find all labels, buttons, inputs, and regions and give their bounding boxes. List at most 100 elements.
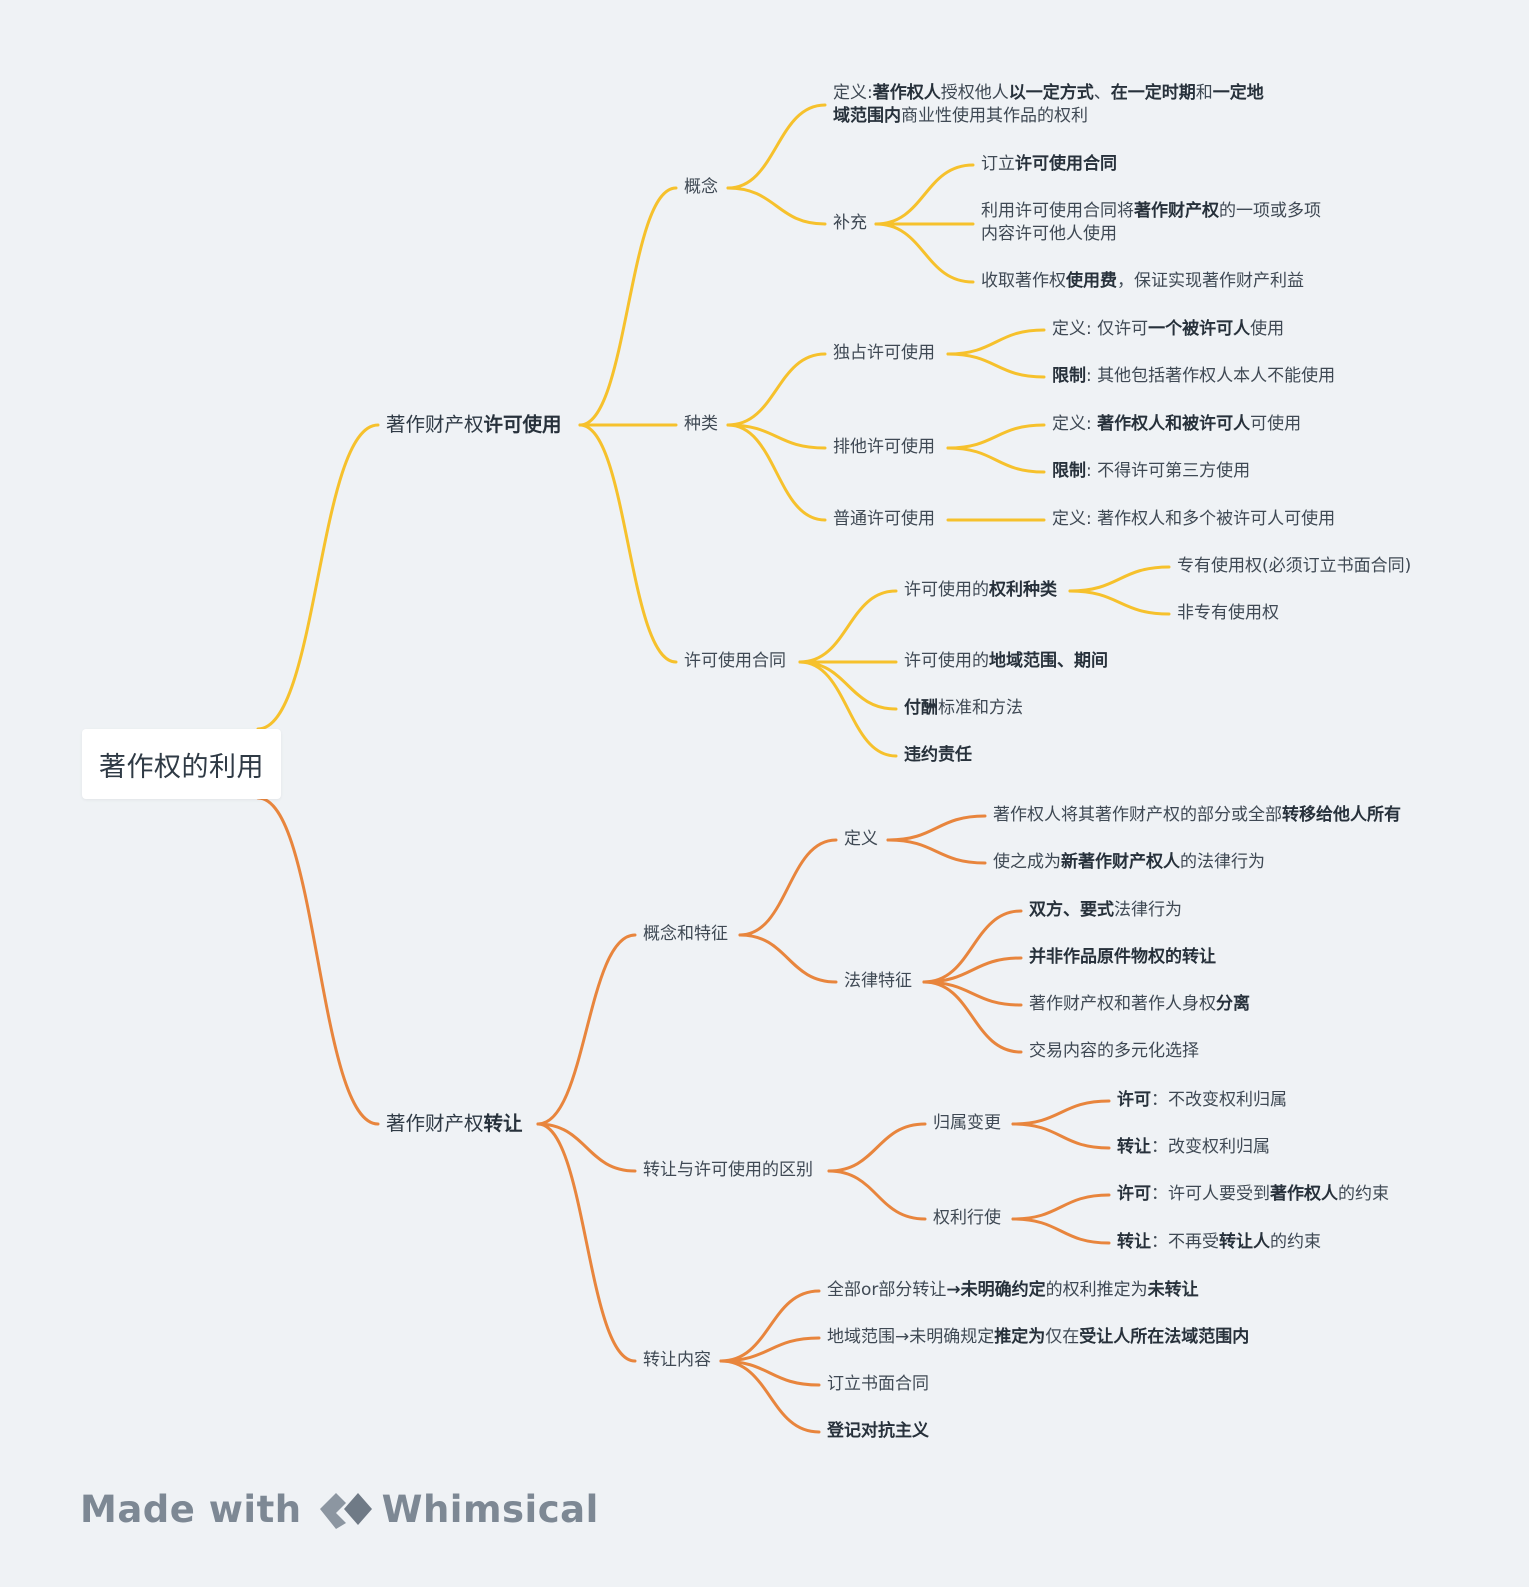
node-sole-license[interactable]: 排他许可使用 — [833, 436, 935, 459]
connector-line — [578, 186, 678, 427]
node-exclusive-limit[interactable]: 限制: 其他包括著作权人本人不能使用 — [1052, 365, 1335, 388]
text: 利用许可使用合同将 — [981, 201, 1134, 221]
text: ：不再受 — [1151, 1232, 1219, 1252]
made-with-whimsical-watermark[interactable]: Made with Whimsical — [80, 1486, 599, 1532]
text: 商业性使用其作品的权利 — [901, 106, 1088, 126]
node-types[interactable]: 种类 — [684, 413, 718, 436]
text: 法律行为 — [1114, 900, 1182, 920]
bold-text: →未明确约定 — [946, 1280, 1046, 1300]
bold-text: 并非作品原件物权的转让 — [1029, 947, 1216, 967]
text: 许可使用的 — [904, 580, 989, 600]
text: 的法律行为 — [1180, 852, 1265, 872]
text: 独占许可使用 — [833, 343, 935, 363]
text: 订立书面合同 — [827, 1374, 929, 1394]
text: 概念和特征 — [643, 924, 728, 944]
connector-line — [1068, 589, 1171, 616]
node-supplement-item[interactable]: 利用许可使用合同将著作财产权的一项或多项内容许可他人使用 — [981, 200, 1326, 246]
node-exclusive-license[interactable]: 独占许可使用 — [833, 342, 935, 365]
node-right-exercise[interactable]: 权利行使 — [933, 1207, 1001, 1230]
branch-transfer[interactable]: 著作财产权转让 — [386, 1112, 523, 1135]
text: ：不改变权利归属 — [1151, 1090, 1287, 1110]
text: 著作权人将其著作财产权的部分或全部 — [993, 805, 1282, 825]
root-node[interactable]: 著作权的利用 — [82, 729, 281, 799]
connector-line — [726, 103, 827, 190]
bold-text: 许可使用 — [483, 413, 562, 436]
node-legal-features[interactable]: 法律特征 — [844, 970, 912, 993]
node-content-item[interactable]: 地域范围→未明确规定推定为仅在受让人所在法域范围内 — [827, 1326, 1249, 1349]
connector-line — [946, 328, 1046, 356]
node-concept-features[interactable]: 概念和特征 — [643, 923, 728, 946]
connector-line — [578, 423, 678, 664]
node-liability[interactable]: 违约责任 — [904, 744, 972, 767]
text: 许可使用的 — [904, 651, 989, 671]
node-ownership-item[interactable]: 许可：不改变权利归属 — [1117, 1089, 1287, 1112]
node-feature-item[interactable]: 双方、要式法律行为 — [1029, 899, 1182, 922]
node-sole-definition[interactable]: 定义: 著作权人和被许可人可使用 — [1052, 413, 1301, 436]
node-right-kinds[interactable]: 许可使用的权利种类 — [904, 579, 1057, 602]
node-scope-period[interactable]: 许可使用的地域范围、期间 — [904, 650, 1108, 673]
node-feature-item[interactable]: 并非作品原件物权的转让 — [1029, 946, 1216, 969]
node-right-kind-item[interactable]: 非专有使用权 — [1177, 602, 1279, 625]
connector-line — [922, 909, 1023, 984]
node-concept[interactable]: 概念 — [684, 176, 718, 199]
text: 交易内容的多元化选择 — [1029, 1041, 1199, 1061]
node-content-item[interactable]: 订立书面合同 — [827, 1373, 929, 1396]
node-exclusive-definition[interactable]: 定义: 仅许可一个被许可人使用 — [1052, 318, 1284, 341]
text: 定义: 仅许可 — [1052, 319, 1149, 339]
text: 和 — [1195, 83, 1213, 103]
bold-text: 著作权人和被许可人 — [1097, 414, 1251, 434]
node-general-definition[interactable]: 定义: 著作权人和多个被许可人可使用 — [1052, 508, 1335, 531]
text: 、 — [1093, 83, 1111, 103]
node-definition-item[interactable]: 著作权人将其著作财产权的部分或全部转移给他人所有 — [993, 804, 1401, 827]
connector-line — [827, 1122, 927, 1173]
text: 种类 — [684, 414, 718, 434]
node-license-contract[interactable]: 许可使用合同 — [684, 650, 786, 673]
connector-line — [536, 1122, 637, 1363]
connector-line — [886, 814, 987, 842]
bold-text: 限制 — [1052, 366, 1086, 386]
node-right-kind-item[interactable]: 专有使用权(必须订立书面合同) — [1177, 555, 1411, 578]
node-supplement-item[interactable]: 订立许可使用合同 — [981, 153, 1117, 176]
bold-text: 违约责任 — [904, 745, 972, 765]
node-feature-item[interactable]: 著作财产权和著作人身权分离 — [1029, 993, 1250, 1016]
connector-line — [798, 589, 898, 664]
connector-line — [719, 1359, 821, 1434]
text: : 其他包括著作权人本人不能使用 — [1086, 366, 1336, 386]
text: 权利行使 — [933, 1208, 1001, 1228]
text: 收取著作权 — [981, 271, 1066, 291]
connector-line — [827, 1169, 927, 1221]
node-transfer-content[interactable]: 转让内容 — [643, 1349, 711, 1372]
connector-line — [886, 838, 987, 865]
node-definition-item[interactable]: 使之成为新著作财产权人的法律行为 — [993, 851, 1265, 874]
bold-text: 未转让 — [1147, 1280, 1199, 1300]
watermark-brand: Whimsical — [381, 1487, 599, 1531]
text: 著作财产权和著作人身权 — [1029, 994, 1216, 1014]
node-sole-limit[interactable]: 限制: 不得许可第三方使用 — [1052, 460, 1250, 483]
connector-line — [798, 660, 898, 758]
node-exercise-item[interactable]: 许可：许可人要受到著作权人的约束 — [1117, 1183, 1389, 1206]
node-content-item[interactable]: 全部or部分转让→未明确约定的权利推定为未转让 — [827, 1279, 1199, 1302]
node-content-item[interactable]: 登记对抗主义 — [827, 1420, 929, 1443]
node-supplement-item[interactable]: 收取著作权使用费，保证实现著作财产利益 — [981, 270, 1304, 293]
branch-license-use[interactable]: 著作财产权许可使用 — [386, 413, 562, 436]
bold-text: 著作财产权 — [1134, 201, 1219, 221]
node-ownership-item[interactable]: 转让：改变权利归属 — [1117, 1136, 1270, 1159]
node-concept-definition[interactable]: 定义:著作权人授权他人以一定方式、在一定时期和一定地域范围内商业性使用其作品的权… — [833, 82, 1273, 128]
node-difference[interactable]: 转让与许可使用的区别 — [643, 1159, 813, 1182]
node-feature-item[interactable]: 交易内容的多元化选择 — [1029, 1040, 1199, 1063]
node-ownership-change[interactable]: 归属变更 — [933, 1112, 1001, 1135]
node-supplement[interactable]: 补充 — [833, 212, 867, 235]
node-transfer-definition[interactable]: 定义 — [844, 828, 878, 851]
connector-line — [726, 423, 827, 522]
connector-line — [536, 933, 637, 1126]
node-payment[interactable]: 付酬标准和方法 — [904, 697, 1023, 720]
bold-text: 推定为 — [994, 1327, 1046, 1347]
node-general-license[interactable]: 普通许可使用 — [833, 508, 935, 531]
connector-line — [1011, 1099, 1111, 1126]
node-exercise-item[interactable]: 转让：不再受转让人的约束 — [1117, 1231, 1321, 1254]
text: 全部or部分转让 — [827, 1280, 947, 1300]
connector-line — [726, 423, 827, 450]
bold-text: 权利种类 — [989, 580, 1057, 600]
